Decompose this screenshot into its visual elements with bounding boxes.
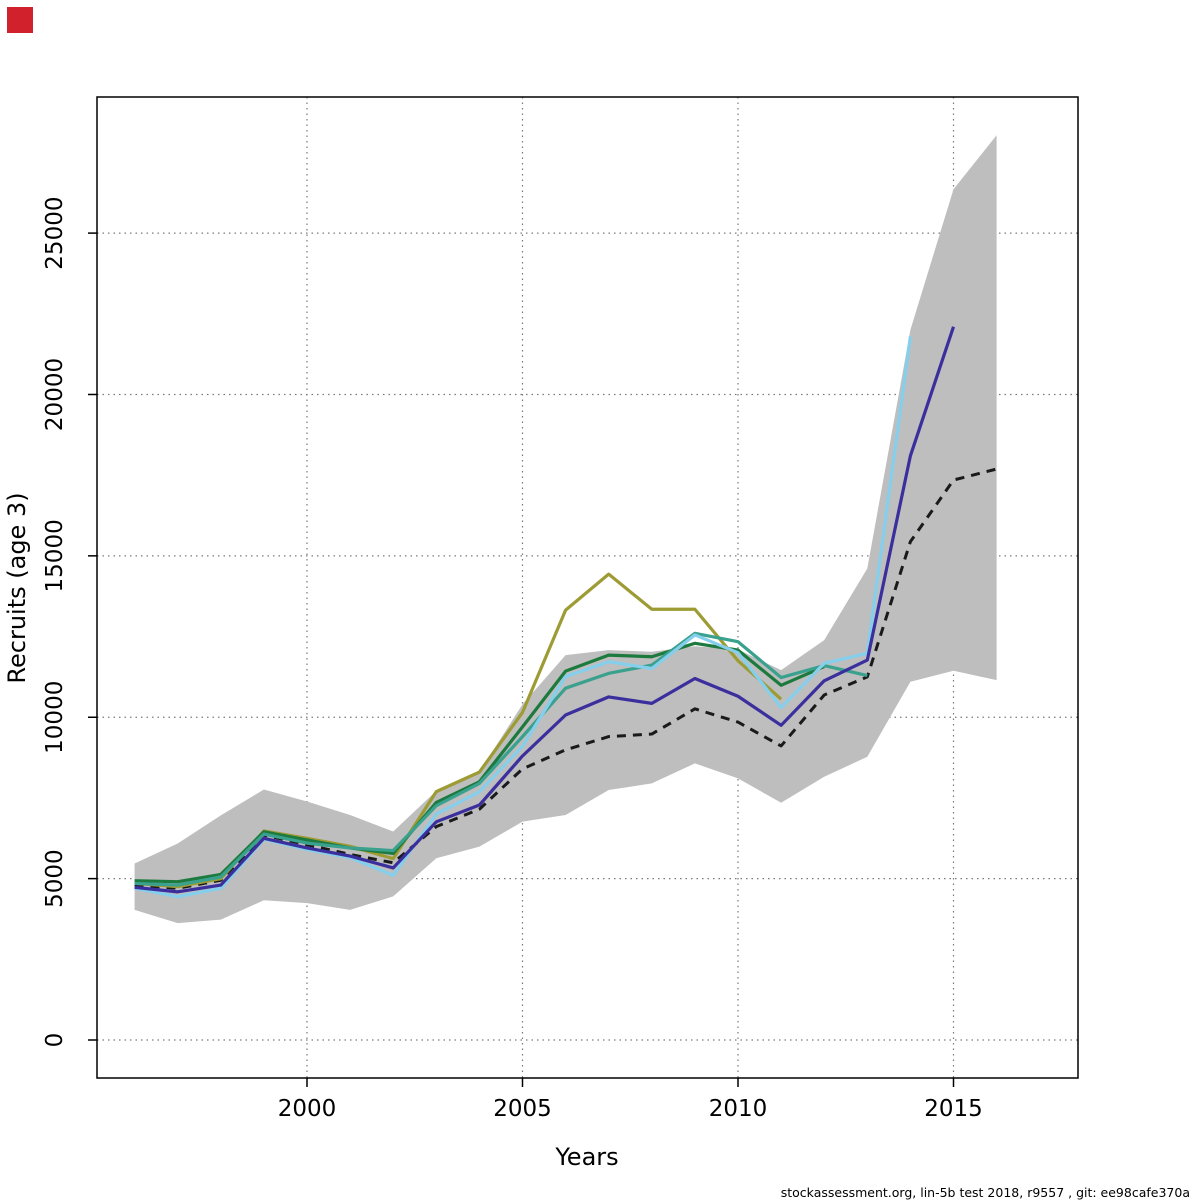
confidence-band [134,135,997,924]
x-axis-title: Years [554,1143,618,1171]
x-tick-label: 2015 [924,1096,983,1122]
y-tick-label: 20000 [42,358,68,431]
y-tick-label: 0 [42,1033,68,1048]
y-tick-label: 10000 [42,681,68,754]
series-line-retro-peel-2013 [134,631,868,887]
data-layer [134,135,997,924]
plot-border [96,96,1079,1079]
y-tick-label: 15000 [42,519,68,592]
axis-layer: 2000 2005 2010 2015 0 5000 10000 15000 20000 2500… [42,96,1079,1122]
corner-marker [7,7,33,33]
series-line-retro-peel-2015 [134,326,956,894]
x-tick-label: 2010 [709,1096,768,1122]
y-axis-title: Recruits (age 3) [3,492,31,683]
y-tick-label: 25000 [42,197,68,270]
footer-text: stockassessment.org, lin-5b test 2018, r… [781,1185,1190,1200]
x-tick-label: 2000 [278,1096,337,1122]
y-tick-label: 5000 [42,849,68,908]
x-tick-label: 2005 [493,1096,552,1122]
